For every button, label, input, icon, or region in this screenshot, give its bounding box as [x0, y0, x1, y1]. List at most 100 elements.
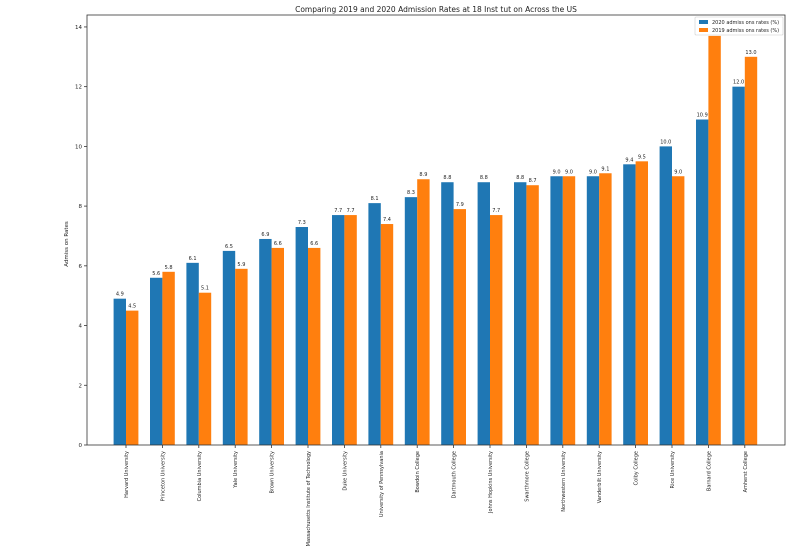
category-label: Barnard College	[706, 451, 712, 491]
y-tick-label: 10	[75, 144, 82, 150]
category-label: Brown University	[270, 451, 276, 494]
data-label-2019: 5.8	[165, 265, 173, 271]
bar-2019	[562, 176, 576, 445]
y-tick-label: 14	[75, 25, 82, 31]
data-label-2020: 10.9	[697, 113, 708, 119]
data-label-2019: 9.1	[601, 166, 609, 172]
bar-2020	[222, 250, 236, 445]
y-tick-label: 4	[79, 324, 83, 330]
data-label-2020: 6.1	[189, 256, 197, 262]
data-label-2020: 8.8	[443, 175, 451, 181]
bar-2019	[344, 215, 357, 445]
category-label: Duke University	[342, 451, 348, 491]
legend-label-2019: 2019 admiss ons rates (%)	[712, 28, 779, 34]
y-tick-label: 12	[75, 85, 82, 91]
data-label-2019: 7.7	[492, 208, 500, 214]
data-label-2020: 6.5	[225, 244, 233, 250]
data-label-2020: 9.4	[625, 157, 633, 163]
data-label-2020: 8.8	[516, 175, 524, 181]
bar-2019	[672, 176, 685, 445]
bar-2020	[514, 182, 527, 445]
category-label: Yale University	[233, 451, 239, 489]
data-label-2019: 4.5	[128, 304, 136, 310]
legend-label-2020: 2020 admiss ons rates (%)	[712, 20, 779, 26]
bar-2020	[404, 197, 418, 445]
y-axis-ticks: 0 2 4 6 8 10 12 14	[75, 25, 87, 449]
bar-2019	[744, 56, 758, 446]
bar-2019	[380, 224, 394, 445]
bar-2020	[150, 277, 163, 445]
bar-2020	[332, 215, 345, 445]
data-label-2019: 9.5	[638, 154, 646, 160]
data-label-2020: 9.0	[589, 169, 597, 175]
data-label-2020: 8.1	[371, 196, 379, 202]
legend-swatch-2019	[699, 28, 708, 32]
data-label-2020: 7.7	[334, 208, 342, 214]
category-label: Columbia University	[197, 451, 203, 501]
bar-2019	[271, 247, 284, 445]
bar-2020	[586, 176, 600, 445]
data-label-2020: 6.9	[261, 232, 269, 238]
bar-2019	[417, 179, 430, 445]
y-tick-label: 8	[79, 204, 83, 210]
data-label-2020: 7.3	[298, 220, 306, 226]
bar-2020	[477, 182, 490, 445]
data-label-2020: 12.0	[733, 80, 744, 86]
plot-frame	[86, 14, 786, 446]
bar-2020	[186, 262, 199, 445]
bar-2020	[732, 86, 745, 446]
data-label-2019: 8.7	[529, 178, 537, 184]
legend-box	[694, 16, 784, 36]
bar-2019	[162, 271, 175, 445]
category-label: Swarthmore College	[524, 451, 530, 502]
bar-2020	[623, 164, 636, 446]
bar-2019	[635, 161, 648, 445]
bar-2019	[526, 185, 539, 446]
data-label-2020: 9.0	[553, 169, 561, 175]
bar-2020	[295, 227, 308, 445]
data-label-2019: 9.0	[565, 169, 573, 175]
category-label: Northwestern University	[561, 451, 567, 512]
x-axis-ticks: Harvard University Princeton University Co…	[124, 445, 749, 546]
data-label-2019: 9.0	[674, 169, 682, 175]
data-label-2020: 10.0	[660, 139, 671, 145]
data-labels: 4.9 4.5 5.6 5.8 6.1 5.1 6.5 5.9 6.9 6.6 7.3 6.6 7.7 7…	[116, 50, 757, 310]
data-label-2019: 7.9	[456, 202, 464, 208]
category-label: Vanderbilt University	[597, 451, 603, 503]
data-label-2019: 7.7	[347, 208, 355, 214]
bar-2020	[659, 146, 672, 445]
bar-2020	[696, 119, 709, 445]
data-label-2020: 8.3	[407, 190, 415, 196]
bar-2020	[550, 176, 563, 445]
legend-swatch-2020	[699, 20, 708, 24]
data-label-2019: 5.1	[201, 286, 209, 292]
category-label: Colby College	[634, 451, 640, 485]
y-axis-label: Admiss on Rates	[64, 221, 70, 267]
bar-2019	[599, 173, 612, 445]
bar-2020	[368, 203, 381, 445]
data-label-2019: 5.9	[237, 262, 245, 268]
data-label-2019: 8.9	[419, 172, 427, 178]
category-label: University of Pennsylvania	[379, 451, 385, 517]
bar-2019	[308, 247, 321, 445]
bar-2019	[126, 310, 139, 445]
data-label-2020: 8.8	[480, 175, 488, 181]
bar-2020	[441, 182, 454, 445]
chart-title: Comparing 2019 and 2020 Admission Rates …	[295, 5, 577, 14]
category-label: Princeton University	[160, 451, 166, 501]
data-label-2020: 4.9	[116, 292, 124, 298]
category-label: Amherst College	[743, 451, 749, 492]
bar-2019	[490, 215, 503, 445]
bar-2019	[708, 35, 721, 446]
data-label-2019: 13.0	[745, 50, 756, 56]
bar-2019	[453, 209, 466, 445]
y-tick-label: 0	[79, 443, 83, 449]
legend: 2020 admiss ons rates (%) 2019 admiss on…	[694, 16, 784, 36]
y-tick-label: 2	[79, 383, 83, 389]
category-label: Massachusetts Institute of Technology	[306, 451, 312, 546]
category-label: Rice University	[670, 451, 676, 489]
bar-2019	[235, 268, 248, 445]
bars	[113, 35, 758, 446]
data-label-2019: 6.6	[310, 241, 318, 247]
